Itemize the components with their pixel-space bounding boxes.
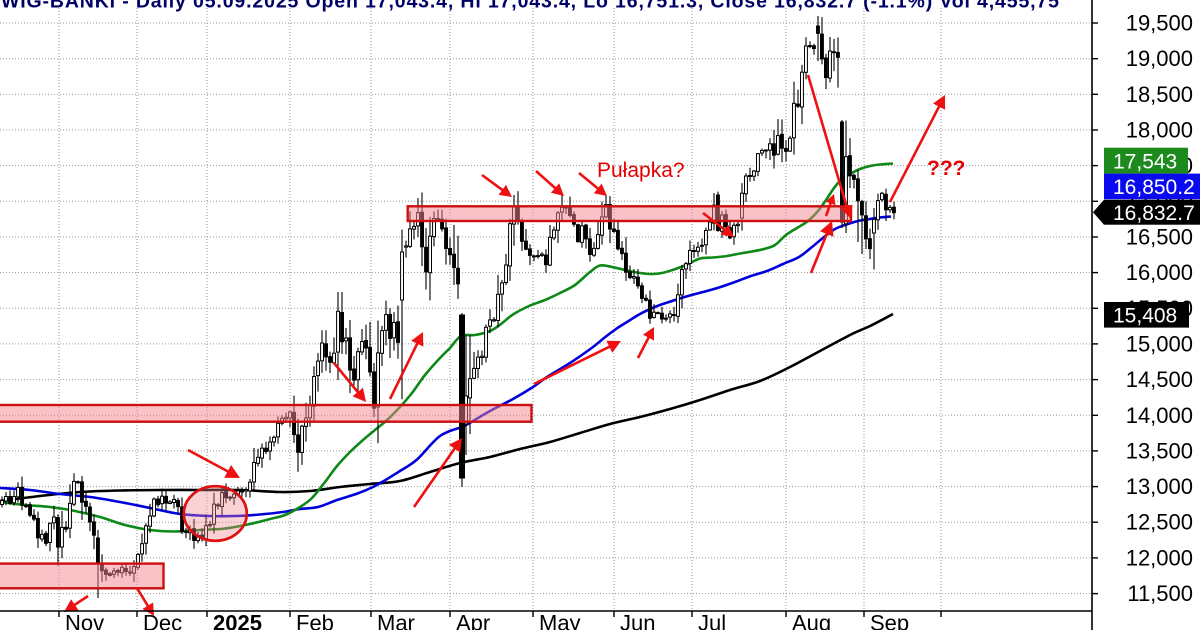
svg-text:19,500: 19,500 bbox=[1126, 11, 1193, 36]
svg-text:16,500: 16,500 bbox=[1126, 225, 1193, 250]
svg-text:16,832.7: 16,832.7 bbox=[1113, 202, 1195, 225]
svg-text:Jun: Jun bbox=[620, 611, 655, 631]
svg-text:???: ??? bbox=[927, 157, 965, 180]
svg-text:WIG-BANKI - Daily 05.09.2025 O: WIG-BANKI - Daily 05.09.2025 Open 17,043… bbox=[1, 0, 1059, 13]
svg-text:13,000: 13,000 bbox=[1126, 474, 1193, 499]
svg-text:16,850.2: 16,850.2 bbox=[1113, 176, 1195, 199]
svg-text:15,408: 15,408 bbox=[1113, 305, 1177, 328]
svg-text:15,000: 15,000 bbox=[1126, 331, 1193, 356]
svg-text:18,000: 18,000 bbox=[1126, 118, 1193, 143]
svg-text:19,000: 19,000 bbox=[1126, 46, 1193, 71]
svg-text:16,000: 16,000 bbox=[1126, 260, 1193, 285]
svg-text:Sep: Sep bbox=[870, 611, 909, 631]
svg-text:14,000: 14,000 bbox=[1126, 403, 1193, 428]
svg-text:18,500: 18,500 bbox=[1126, 82, 1193, 107]
svg-text:May: May bbox=[539, 611, 581, 631]
svg-text:Apr: Apr bbox=[456, 611, 490, 631]
svg-text:Nov: Nov bbox=[65, 611, 104, 631]
svg-text:Pułapka?: Pułapka? bbox=[597, 159, 685, 182]
svg-text:12,000: 12,000 bbox=[1126, 545, 1193, 570]
svg-text:2025: 2025 bbox=[213, 611, 262, 631]
svg-text:Mar: Mar bbox=[377, 611, 415, 631]
svg-text:Aug: Aug bbox=[792, 611, 831, 631]
svg-text:Feb: Feb bbox=[296, 611, 334, 631]
svg-text:12,500: 12,500 bbox=[1126, 510, 1193, 535]
svg-text:14,500: 14,500 bbox=[1126, 367, 1193, 392]
svg-text:13,500: 13,500 bbox=[1126, 438, 1193, 463]
svg-text:17,543: 17,543 bbox=[1113, 150, 1177, 173]
svg-text:Jul: Jul bbox=[698, 611, 726, 631]
svg-text:Dec: Dec bbox=[143, 611, 182, 631]
svg-text:11,500: 11,500 bbox=[1127, 581, 1193, 606]
